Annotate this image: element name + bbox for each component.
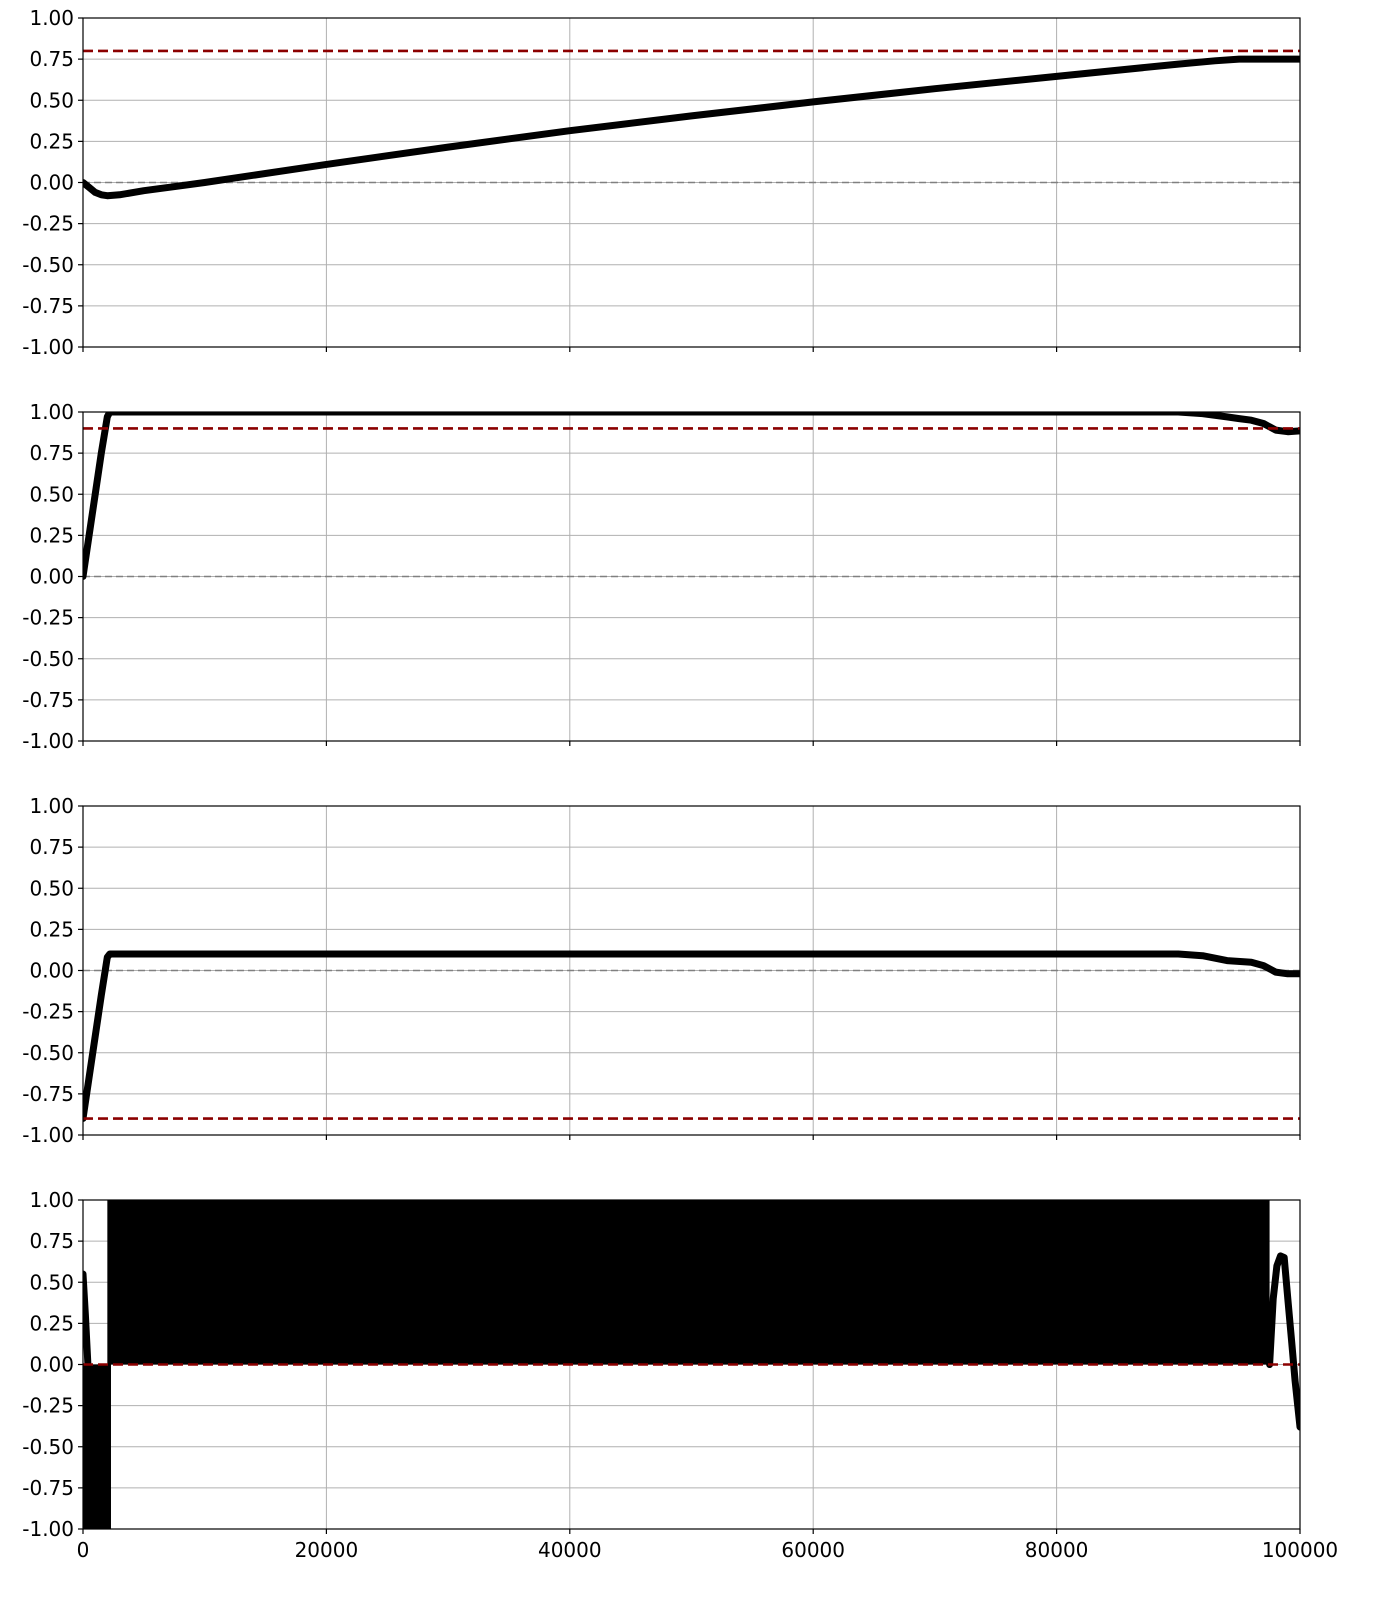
x-tick-label: 80000 [1025,1538,1089,1562]
y-tick-label: 0.50 [29,482,74,506]
plot-area [83,950,1300,1122]
plot-area [83,49,1300,200]
y-tick-label: 0.25 [29,129,74,153]
y-tick-label: -1.00 [22,1123,74,1147]
y-tick-label: -0.25 [22,1394,74,1418]
oscillation-band [83,1364,111,1529]
y-tick-label: 0.25 [29,1311,74,1335]
oscillation-band [107,1200,1270,1365]
y-tick-label: 0.50 [29,1270,74,1294]
y-tick-label: 0.50 [29,88,74,112]
series-line [83,412,1300,580]
y-tick-label: -0.25 [22,606,74,630]
y-tick-label: -0.50 [22,253,74,277]
y-tick-label: -0.75 [22,1082,74,1106]
plot-area [83,1200,1300,1529]
chart-panel-4: -1.00 -0.75 -0.50 -0.25 0.00 0.25 0.50 0.75 1.00… [22,1188,1338,1562]
chart-panel-1: -1.00 -0.75 -0.50 -0.25 0.00 0.25 0.50 0.75 1.00 [22,6,1301,359]
y-tick-label: 1.00 [29,794,74,818]
x-tick-label: 20000 [295,1538,359,1562]
series-line [83,1270,92,1368]
series-line [1266,1252,1300,1431]
y-tick-label: -0.75 [22,688,74,712]
y-tick-label: 0.75 [29,1229,74,1253]
x-tick-label: 60000 [781,1538,845,1562]
x-tick-label: 40000 [538,1538,602,1562]
y-tick-label: 0.75 [29,835,74,859]
y-tick-label: 0.75 [29,441,74,465]
y-tick-label: 0.25 [29,917,74,941]
y-tick-label: 1.00 [29,1188,74,1212]
y-tick-label: -0.50 [22,1435,74,1459]
chart-panel-3: -1.00 -0.75 -0.50 -0.25 0.00 0.25 0.50 0.75 1.00 [22,794,1301,1147]
y-tick-label: -1.00 [22,1517,74,1541]
y-tick-label: 0.25 [29,523,74,547]
y-tick-label: 0.00 [29,565,74,589]
plot-area [83,412,1300,580]
y-tick-label: -0.25 [22,212,74,236]
chart-panel-2: -1.00 -0.75 -0.50 -0.25 0.00 0.25 0.50 0.75 1.00 [22,400,1301,753]
y-tick-label: -0.50 [22,1041,74,1065]
y-tick-label: 0.50 [29,876,74,900]
x-tick-label: 100000 [1262,1538,1338,1562]
series-line [83,950,1300,1122]
y-tick-label: -0.25 [22,1000,74,1024]
y-tick-label: -0.50 [22,647,74,671]
y-tick-label: 0.00 [29,959,74,983]
y-tick-label: 0.00 [29,1353,74,1377]
x-tick-label: 0 [77,1538,90,1562]
y-tick-label: -0.75 [22,294,74,318]
y-tick-label: 0.75 [29,47,74,71]
series-line [83,55,1300,200]
y-tick-label: 0.00 [29,171,74,195]
y-tick-label: -0.75 [22,1476,74,1500]
y-tick-label: 1.00 [29,400,74,424]
y-tick-label: 1.00 [29,6,74,30]
y-tick-label: -1.00 [22,729,74,753]
y-tick-label: -1.00 [22,335,74,359]
